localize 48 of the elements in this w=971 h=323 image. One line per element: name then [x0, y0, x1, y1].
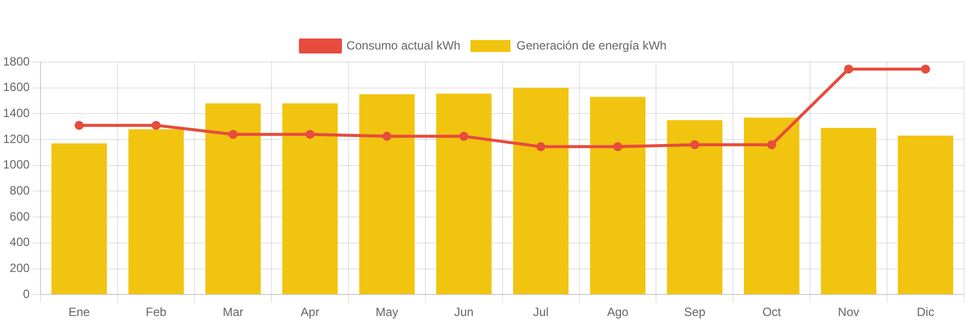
x-tick-label: Dic	[916, 305, 934, 320]
bar	[820, 128, 876, 294]
x-tick-label: Mar	[222, 305, 244, 320]
x-tick-label: Sep	[684, 305, 706, 320]
point	[74, 120, 84, 130]
bar	[128, 129, 184, 294]
legend-label: Consumo actual kWh	[346, 38, 460, 52]
y-tick-label: 600	[10, 209, 30, 224]
point	[844, 64, 854, 74]
x-tick-label: Jul	[533, 305, 548, 320]
point	[921, 64, 930, 74]
x-tick-label: Nov	[838, 305, 860, 320]
bar	[282, 103, 338, 294]
bar	[744, 118, 800, 294]
bar	[898, 136, 954, 294]
bar	[590, 96, 646, 294]
x-tick-label: Jun	[454, 305, 474, 320]
point	[152, 120, 161, 130]
point	[536, 142, 546, 152]
point	[382, 132, 392, 141]
x-tick-label: Ago	[607, 305, 629, 320]
legend-label: Generación de energía kWh	[516, 38, 667, 52]
x-tick-label: May	[376, 305, 398, 320]
point	[767, 140, 776, 150]
y-tick-label: 0	[23, 286, 30, 301]
y-tick-label: 1400	[2, 106, 30, 120]
point	[613, 142, 622, 152]
point	[305, 130, 314, 139]
point	[228, 130, 238, 139]
bar	[51, 143, 107, 294]
point	[459, 132, 468, 141]
x-tick-label: Apr	[300, 305, 320, 320]
y-tick-label: 1000	[2, 158, 30, 172]
y-tick-label: 1800	[2, 54, 30, 68]
y-tick-label: 1200	[2, 132, 30, 146]
bar	[513, 88, 569, 294]
y-tick-label: 1600	[2, 80, 30, 94]
x-tick-label: Feb	[146, 305, 167, 320]
y-tick-label: 800	[10, 184, 30, 198]
bar	[205, 103, 261, 294]
bar	[359, 94, 415, 294]
x-tick-label: Oct	[762, 305, 782, 320]
y-tick-label: 400	[10, 235, 30, 250]
x-tick-label: Ene	[68, 305, 90, 320]
y-tick-label: 200	[10, 261, 30, 276]
bar	[436, 94, 492, 294]
point	[690, 140, 700, 150]
bar	[667, 120, 722, 294]
